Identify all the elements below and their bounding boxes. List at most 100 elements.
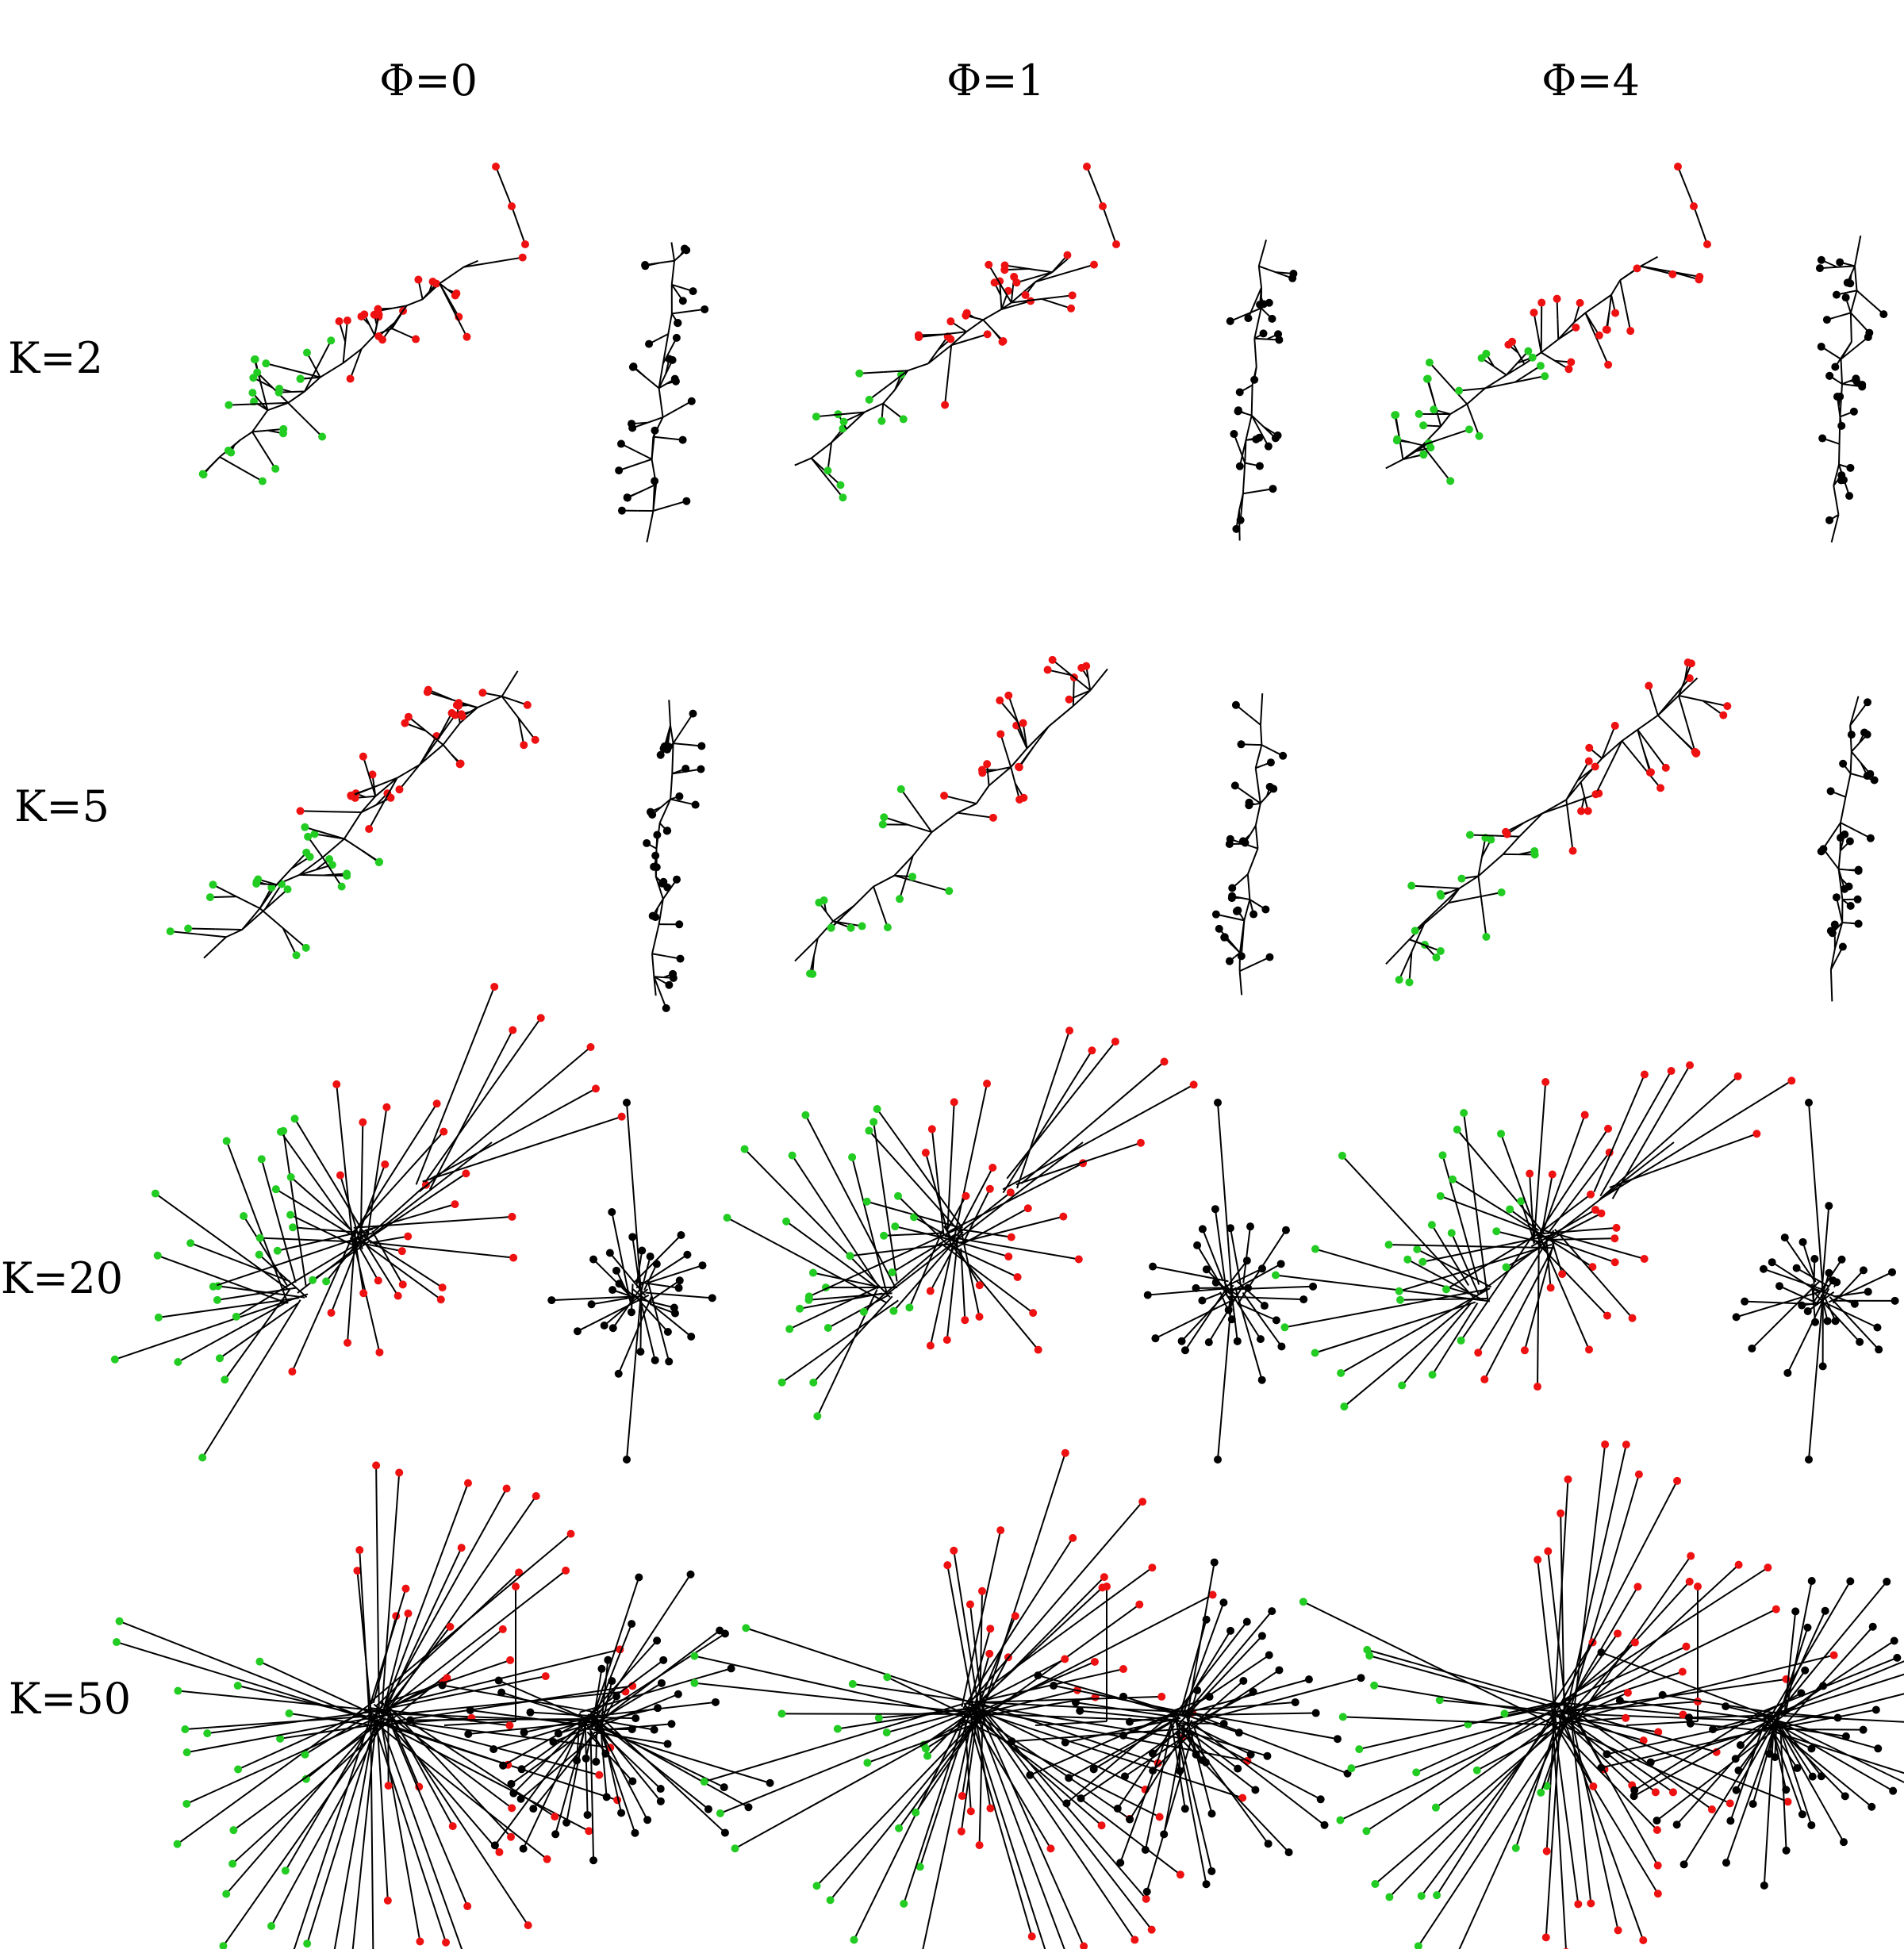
leaf-node	[1426, 443, 1435, 452]
leaf-node	[700, 1778, 708, 1786]
branch-edge	[258, 401, 289, 405]
branch-edge	[1514, 365, 1541, 383]
branch-edge	[350, 786, 374, 796]
spoke-edge	[1557, 1701, 1699, 1713]
spoke-edge	[279, 1723, 378, 1740]
leaf-node	[497, 1688, 506, 1697]
trunk-edge	[240, 431, 253, 441]
branch-edge	[942, 331, 967, 336]
spoke-edge	[924, 1152, 953, 1248]
trunk-edge	[846, 411, 866, 430]
leaf-node	[653, 1636, 662, 1645]
branch-edge	[1251, 414, 1265, 428]
spoke-edge	[1065, 1713, 1173, 1805]
spoke-edge	[600, 1726, 608, 1797]
leaf-node	[1542, 1847, 1551, 1855]
leaf-node	[1805, 1099, 1813, 1107]
branch-edge	[1678, 679, 1686, 696]
leaf-node	[1630, 1792, 1638, 1801]
leaf-node	[592, 1757, 601, 1766]
leaf-node	[1419, 421, 1428, 430]
leaf-node	[359, 1289, 368, 1298]
spoke-edge	[804, 1115, 896, 1288]
trunk-edge	[662, 333, 670, 364]
leaf-node	[508, 1804, 516, 1813]
isolated-edge	[511, 205, 526, 245]
leaf-node	[1157, 1692, 1166, 1701]
leaf-node	[1261, 905, 1270, 914]
spoke-edge	[232, 1717, 387, 1831]
trunk-edge	[419, 744, 444, 765]
branch-edge	[831, 435, 838, 443]
leaf-node	[1574, 1900, 1583, 1909]
trunk-edge	[1849, 313, 1852, 343]
leaf-node	[1726, 1799, 1734, 1808]
leaf-node	[977, 1586, 986, 1595]
spoke-edge	[799, 1292, 883, 1310]
leaf-node	[1050, 1681, 1058, 1690]
trunk-edge	[975, 785, 990, 804]
spoke-edge	[1601, 1652, 1769, 1717]
leaf-node	[1679, 1860, 1688, 1869]
spoke-edge	[386, 1570, 566, 1711]
leaf-node	[112, 1638, 121, 1647]
leaf-node	[1338, 1713, 1347, 1721]
leaf-node	[1653, 1817, 1661, 1825]
trunk-edge	[1844, 773, 1852, 797]
trunk-edge	[1584, 294, 1612, 314]
leaf-node	[1863, 772, 1871, 781]
leaf-node	[1722, 1859, 1730, 1867]
leaf-node	[182, 1748, 191, 1757]
leaf-node	[869, 1118, 878, 1126]
leaf-node	[1633, 264, 1641, 273]
leaf-node	[1679, 1710, 1687, 1719]
leaf-node	[1238, 1794, 1247, 1802]
branch-edge	[888, 370, 908, 386]
trunk-edge	[658, 363, 664, 389]
leaf-node	[1337, 1368, 1345, 1377]
branch-edge	[287, 402, 306, 420]
branch-edge	[1595, 752, 1603, 759]
tree-panel-k50-phi1	[690, 1448, 1365, 1949]
spoke-edge	[1234, 1285, 1314, 1291]
tree-panel-k2-phi1	[794, 163, 1298, 541]
leaf-node	[1059, 1212, 1068, 1221]
leaf-node	[1654, 1728, 1663, 1736]
leaf-node	[1615, 1696, 1624, 1705]
leaf-node	[222, 1890, 231, 1898]
leaf-node	[1678, 1667, 1687, 1676]
branch-edge	[1846, 290, 1857, 294]
spoke-edge	[176, 1701, 374, 1845]
leaf-node	[921, 1149, 930, 1157]
leaf-node	[1653, 1890, 1662, 1898]
spoke-edge	[1450, 1232, 1480, 1295]
leaf-node	[1597, 1209, 1606, 1218]
leaf-node	[1690, 202, 1698, 210]
branch-edge	[420, 289, 424, 300]
leaf-node	[731, 1844, 739, 1853]
branch-edge	[1072, 691, 1075, 706]
leaf-node	[965, 1600, 974, 1609]
branch-edge	[670, 798, 684, 804]
leaf-node	[271, 464, 280, 473]
spoke-edge	[1769, 1693, 1904, 1728]
leaf-node	[1311, 1349, 1319, 1357]
leaf-node	[1841, 1732, 1850, 1740]
leaf-node	[1232, 907, 1241, 915]
leaf-node	[957, 1827, 965, 1836]
branch-edge	[1838, 868, 1849, 871]
leaf-node	[744, 1803, 753, 1812]
spoke-edge	[973, 1689, 1078, 1717]
leaf-node	[1772, 1605, 1780, 1613]
leaf-node	[1147, 1925, 1156, 1934]
leaf-node	[1425, 359, 1434, 367]
leaf-node	[509, 1026, 517, 1034]
spoke-edge	[1689, 1714, 1773, 1719]
leaf-node	[1447, 1229, 1456, 1237]
spoke-edge	[1496, 1230, 1544, 1244]
leaf-node	[950, 1546, 958, 1555]
leaf-node	[549, 1737, 558, 1746]
spoke-edge	[895, 1226, 945, 1239]
leaf-node	[1585, 1345, 1594, 1354]
leaf-node	[1612, 1223, 1621, 1232]
